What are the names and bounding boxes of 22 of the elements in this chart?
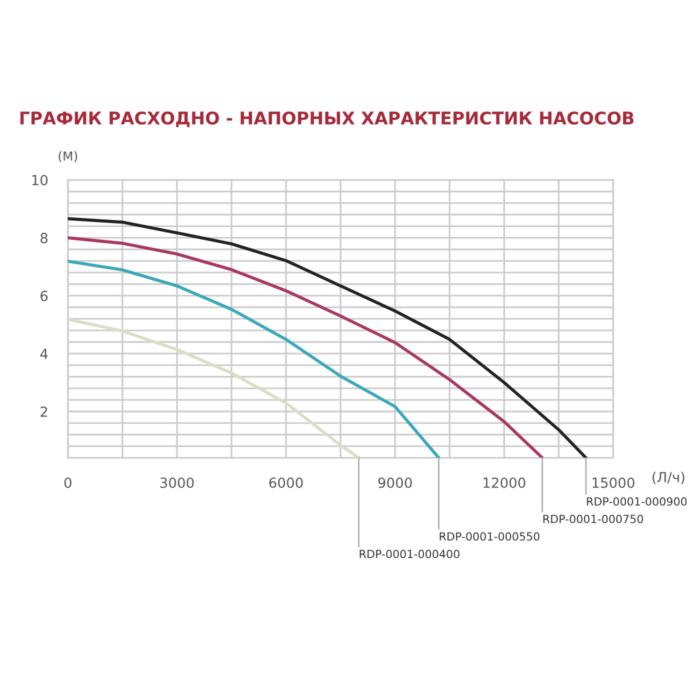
x-tick-label: 9000 [378, 477, 412, 488]
y-axis-title: (М) [58, 151, 78, 162]
chart-title: ГРАФИК РАСХОДНО - НАПОРНЫХ ХАРАКТЕРИСТИК НАСОСОВ [20, 111, 634, 128]
x-tick-label: 12000 [484, 477, 526, 488]
y-tick-label: 2 [40, 406, 48, 417]
line-series [68, 236, 544, 458]
x-tick-label: 3000 [160, 477, 194, 488]
x-axis-title: (Л/ч) [652, 472, 684, 484]
y-tick-label: 4 [40, 348, 48, 359]
line-series [68, 318, 360, 458]
text: RDP-0001-000550 [440, 532, 540, 541]
text: RDP-0001-000400 [360, 550, 460, 558]
x-tick-label: 15000 [592, 477, 634, 488]
text: RDP-0001-000750 [543, 514, 644, 524]
y-tick-label: 8 [40, 232, 48, 244]
x-tick-label: 6000 [269, 477, 303, 488]
line-series [68, 260, 440, 458]
x-tick-label: 0 [64, 477, 72, 488]
y-tick-label: 6 [40, 290, 48, 302]
text: RDP-0001-000900 [587, 497, 687, 506]
y-tick-label: 10 [32, 174, 48, 186]
line-series [68, 217, 588, 458]
